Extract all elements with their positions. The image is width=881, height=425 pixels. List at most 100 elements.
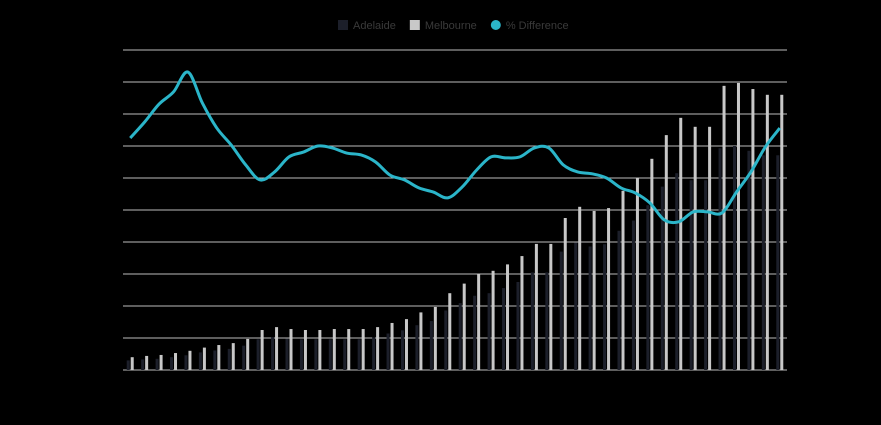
legend-swatch <box>409 20 420 30</box>
legend-label: Adelaide <box>353 20 396 32</box>
bar <box>603 244 607 370</box>
bar <box>202 347 206 370</box>
line <box>129 70 781 225</box>
bar <box>260 330 264 370</box>
bar <box>275 327 279 370</box>
bar <box>708 126 712 370</box>
bar <box>318 330 322 370</box>
bar <box>588 246 592 370</box>
bar <box>126 360 130 370</box>
bar <box>607 208 611 370</box>
bar <box>386 333 390 370</box>
bar <box>675 173 679 370</box>
bar <box>487 293 491 370</box>
bar <box>429 321 433 370</box>
bar <box>184 355 188 370</box>
bar <box>213 350 217 370</box>
bar <box>303 330 307 370</box>
bar <box>574 242 578 370</box>
bar <box>534 243 538 370</box>
bar <box>285 338 289 370</box>
bar <box>718 148 722 370</box>
bar <box>448 293 452 370</box>
bar <box>332 329 336 370</box>
bar <box>347 329 351 370</box>
bar <box>372 337 376 370</box>
bar <box>188 350 192 370</box>
bar <box>650 158 654 370</box>
bar <box>578 206 582 370</box>
bar <box>400 330 404 370</box>
bar <box>458 303 462 370</box>
bar <box>631 220 635 370</box>
bar <box>404 319 408 370</box>
bar <box>704 180 708 370</box>
bar <box>617 230 621 370</box>
bar <box>516 282 520 370</box>
bar <box>736 82 740 371</box>
bar <box>289 329 293 370</box>
bar <box>314 339 318 370</box>
bar <box>664 135 668 370</box>
bar <box>761 155 765 370</box>
legend-swatch <box>338 20 348 30</box>
bar <box>217 345 221 370</box>
bar <box>592 210 596 370</box>
bar <box>130 357 134 370</box>
bar <box>751 89 755 370</box>
bar <box>174 353 178 370</box>
bar <box>559 251 563 370</box>
bar <box>747 150 751 370</box>
bar <box>357 339 361 370</box>
bar <box>506 264 510 370</box>
bar <box>246 338 250 370</box>
bar <box>765 94 769 371</box>
bar <box>170 357 174 370</box>
bar <box>502 288 506 370</box>
bar <box>477 274 481 370</box>
bar <box>530 272 534 370</box>
bar <box>732 146 736 370</box>
bar <box>242 345 246 370</box>
bar <box>155 358 159 370</box>
bar <box>328 339 332 370</box>
bar <box>563 218 567 370</box>
bar <box>141 359 145 370</box>
bar <box>462 283 466 370</box>
bar <box>361 329 365 370</box>
bar <box>390 322 394 370</box>
bar <box>231 343 235 370</box>
bar <box>660 186 664 370</box>
bar <box>343 339 347 370</box>
bar <box>159 354 163 370</box>
bar <box>693 126 697 370</box>
bar <box>415 325 419 370</box>
bar <box>491 270 495 370</box>
bar <box>549 243 553 370</box>
bar <box>299 339 303 370</box>
bar <box>419 312 423 370</box>
bar <box>780 94 784 371</box>
bar <box>433 306 437 370</box>
bar <box>776 155 780 370</box>
bar <box>256 339 260 370</box>
bar <box>473 295 477 370</box>
bar <box>646 205 650 370</box>
bar <box>689 180 693 370</box>
bar <box>198 352 202 370</box>
bar <box>621 190 625 370</box>
legend-swatch <box>490 20 501 30</box>
bar <box>679 117 683 370</box>
bar <box>227 348 231 370</box>
bar <box>545 272 549 370</box>
bar <box>444 310 448 370</box>
bar <box>376 327 380 370</box>
bar <box>145 355 149 370</box>
legend-label: % Difference <box>506 20 569 32</box>
legend-label: Melbourne <box>425 20 477 32</box>
bar <box>271 337 275 370</box>
bar <box>520 256 524 370</box>
bar <box>635 178 639 370</box>
bar <box>722 85 726 370</box>
